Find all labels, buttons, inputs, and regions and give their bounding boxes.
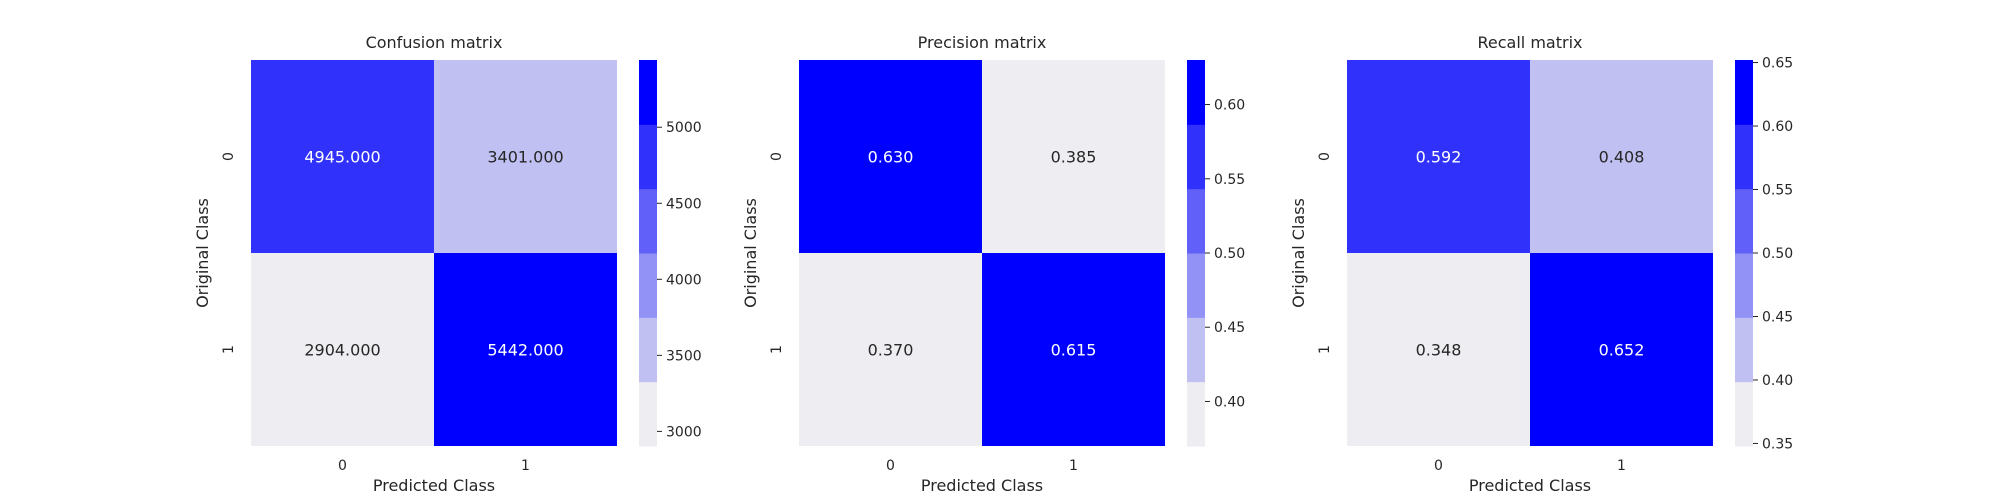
x-tick-label: 1 [1617, 458, 1626, 474]
colorbar-band [639, 381, 657, 447]
x-tick-label: 1 [1069, 458, 1078, 474]
colorbar-band [1187, 188, 1205, 254]
colorbar-tick-label: 0.55 [1214, 172, 1245, 188]
colorbar-tick-label: 0.35 [1762, 436, 1793, 452]
colorbar-band [1735, 253, 1753, 318]
cell-value-label: 0.592 [1416, 148, 1462, 167]
y-tick-label: 0 [221, 152, 237, 161]
heatmap-cell [1347, 60, 1530, 253]
colorbar-band [1187, 381, 1205, 447]
colorbar-tick-label: 4500 [666, 196, 702, 212]
y-axis-label: Original Class [193, 198, 212, 308]
y-axis-label: Original Class [1289, 198, 1308, 308]
colorbar-band [639, 124, 657, 190]
x-tick-label: 0 [338, 458, 347, 474]
x-tick-label: 1 [521, 458, 530, 474]
cell-value-label: 0.630 [868, 148, 914, 167]
colorbar-band [1735, 381, 1753, 447]
y-tick-label: 1 [221, 345, 237, 354]
colorbar-band [1735, 124, 1753, 190]
heatmap-cell [799, 60, 982, 253]
colorbar-band [639, 317, 657, 383]
x-tick-label: 0 [886, 458, 895, 474]
heatmap-cell [434, 60, 617, 253]
colorbar-tick-label: 0.55 [1762, 183, 1793, 199]
cell-value-label: 3401.000 [487, 148, 563, 167]
cell-value-label: 5442.000 [487, 341, 563, 360]
colorbar-tick-label: 0.60 [1214, 98, 1245, 114]
cell-value-label: 0.348 [1416, 341, 1462, 360]
y-tick-label: 1 [1317, 345, 1333, 354]
colorbar-band [1187, 253, 1205, 318]
x-axis-label: Predicted Class [1469, 476, 1591, 495]
y-tick-label: 1 [769, 345, 785, 354]
colorbar-band [639, 188, 657, 254]
y-tick-label: 0 [769, 152, 785, 161]
panel-title: Confusion matrix [366, 33, 503, 52]
heatmap-cell [251, 60, 434, 253]
cell-value-label: 0.385 [1051, 148, 1097, 167]
colorbar-band [1187, 60, 1205, 125]
colorbar-band [1735, 317, 1753, 383]
colorbar-tick-label: 0.65 [1762, 56, 1793, 72]
cell-value-label: 0.408 [1599, 148, 1645, 167]
x-tick-label: 0 [1434, 458, 1443, 474]
cell-value-label: 2904.000 [304, 341, 380, 360]
panel-title: Precision matrix [918, 33, 1047, 52]
cell-value-label: 0.615 [1051, 341, 1097, 360]
colorbar-band [639, 60, 657, 125]
colorbar-tick-label: 0.45 [1762, 309, 1793, 325]
colorbar-band [1187, 317, 1205, 383]
x-axis-label: Predicted Class [373, 476, 495, 495]
colorbar-tick-label: 0.40 [1762, 373, 1793, 389]
heatmap-cell [982, 253, 1165, 446]
colorbar-band [1735, 60, 1753, 125]
y-axis-label: Original Class [741, 198, 760, 308]
heatmap-cell [1530, 253, 1713, 446]
heatmap-cell [982, 60, 1165, 253]
colorbar-band [639, 253, 657, 318]
cell-value-label: 0.652 [1599, 341, 1645, 360]
colorbar-band [1735, 188, 1753, 254]
colorbar-tick-label: 4000 [666, 272, 702, 288]
colorbar-tick-label: 0.60 [1762, 119, 1793, 135]
colorbar-band [1187, 124, 1205, 190]
y-tick-label: 0 [1317, 152, 1333, 161]
colorbar-tick-label: 0.45 [1214, 320, 1245, 336]
colorbar-tick-label: 3500 [666, 348, 702, 364]
colorbar-tick-label: 0.40 [1214, 394, 1245, 410]
colorbar-tick-label: 0.50 [1214, 246, 1245, 262]
cell-value-label: 4945.000 [304, 148, 380, 167]
cell-value-label: 0.370 [868, 341, 914, 360]
heatmap-cell [251, 253, 434, 446]
heatmap-cell [1530, 60, 1713, 253]
heatmap-cell [799, 253, 982, 446]
heatmap-cell [1347, 253, 1530, 446]
panel-title: Recall matrix [1478, 33, 1583, 52]
colorbar-tick-label: 3000 [666, 424, 702, 440]
colorbar-tick-label: 0.50 [1762, 246, 1793, 262]
x-axis-label: Predicted Class [921, 476, 1043, 495]
colorbar-tick-label: 5000 [666, 120, 702, 136]
heatmap-cell [434, 253, 617, 446]
